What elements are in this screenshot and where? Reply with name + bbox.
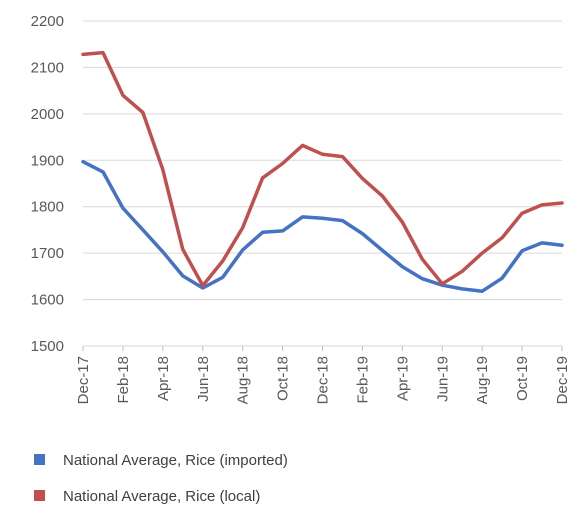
y-axis-tick-labels: 1500 1600 1700 1800 1900 2000 2100 2200 xyxy=(31,13,64,355)
x-tick-label: Aug-18 xyxy=(235,356,252,404)
x-tick-label: Dec-18 xyxy=(315,356,332,404)
y-tick-label: 1900 xyxy=(31,152,64,169)
y-tick-label: 1600 xyxy=(31,292,64,309)
legend-label: National Average, Rice (local) xyxy=(63,488,260,505)
legend-swatch xyxy=(34,454,45,465)
x-tick-label: Feb-18 xyxy=(115,356,132,404)
x-tick-label: Oct-18 xyxy=(275,356,292,401)
x-tick-label: Dec-19 xyxy=(554,356,571,404)
legend: National Average, Rice (imported) Nationa… xyxy=(34,452,288,505)
y-tick-label: 1700 xyxy=(31,245,64,262)
x-tick-label: Aug-19 xyxy=(474,356,491,404)
y-tick-label: 2100 xyxy=(31,59,64,76)
y-tick-label: 1500 xyxy=(31,338,64,355)
y-tick-label: 2000 xyxy=(31,106,64,123)
y-tick-label: 2200 xyxy=(31,13,64,30)
x-tick-label: Oct-19 xyxy=(514,356,531,401)
legend-label: National Average, Rice (imported) xyxy=(63,452,288,469)
gridlines xyxy=(83,20,562,347)
x-tick-label: Feb-19 xyxy=(354,356,371,404)
series-line-rice-local xyxy=(81,50,564,288)
x-tick-label: Dec-17 xyxy=(75,356,92,404)
x-tick-label: Apr-19 xyxy=(394,356,411,401)
y-tick-label: 1800 xyxy=(31,199,64,216)
series-lines xyxy=(81,50,564,293)
legend-swatch xyxy=(34,490,45,501)
x-tick-label: Jun-19 xyxy=(434,356,451,402)
x-axis-tick-labels: Dec-17 Feb-18 Apr-18 Jun-18 Aug-18 Oct-18 Dec-… xyxy=(75,346,571,404)
x-tick-label: Jun-18 xyxy=(195,356,212,402)
series-line-rice-imported xyxy=(81,159,564,293)
x-tick-label: Apr-18 xyxy=(155,356,172,401)
